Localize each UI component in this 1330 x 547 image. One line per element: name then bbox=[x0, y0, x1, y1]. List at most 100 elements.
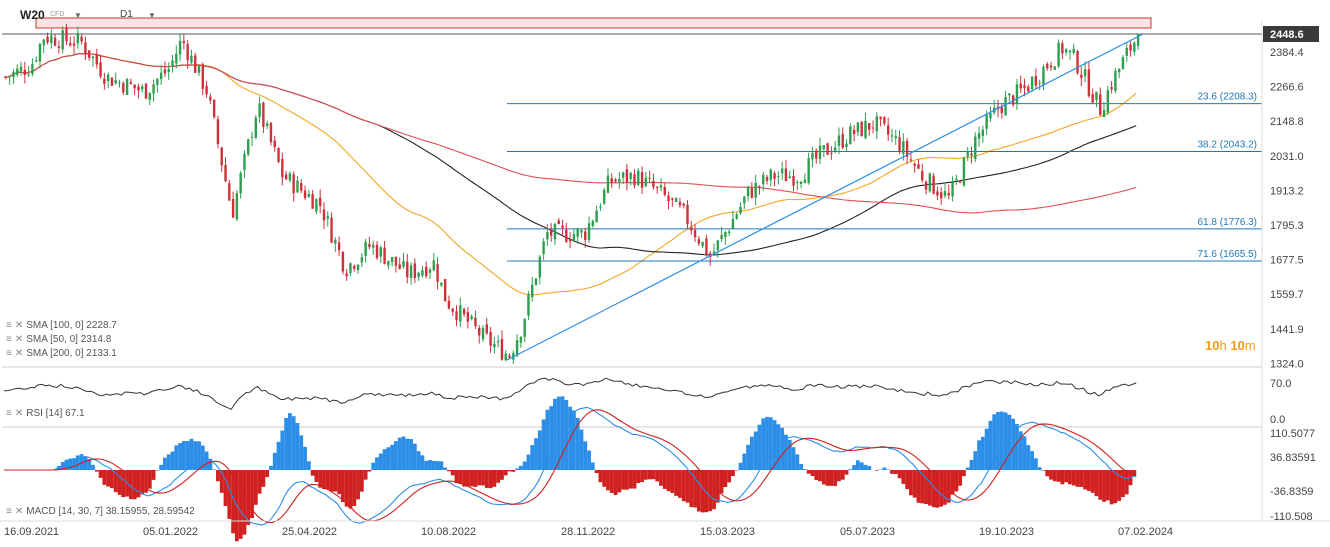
timeframe-label[interactable]: D1 bbox=[120, 9, 133, 20]
symbol-label[interactable]: W20 bbox=[20, 8, 45, 22]
macd-histogram-bar bbox=[276, 441, 281, 470]
candle-body bbox=[1061, 43, 1064, 54]
macd-histogram-bar bbox=[329, 470, 334, 492]
candle-body bbox=[974, 136, 977, 159]
candle-body bbox=[822, 145, 826, 150]
macd-histogram-bar bbox=[670, 470, 675, 493]
date-tick-label: 05.01.2022 bbox=[143, 526, 198, 538]
menu-icon[interactable]: ≡ bbox=[6, 408, 12, 419]
candle-body bbox=[303, 190, 307, 199]
macd-histogram-bar bbox=[208, 458, 213, 470]
candle-body bbox=[481, 327, 485, 340]
macd-histogram-bar bbox=[765, 416, 769, 470]
close-icon[interactable]: ✕ bbox=[14, 506, 24, 517]
macd-histogram-bar bbox=[367, 470, 372, 472]
candle-body bbox=[924, 181, 928, 190]
candle-body bbox=[656, 186, 659, 188]
macd-histogram-bar bbox=[469, 470, 474, 487]
macd-histogram-bar bbox=[651, 470, 656, 480]
macd-histogram-bar bbox=[965, 467, 970, 470]
trendline-line bbox=[506, 33, 1144, 361]
close-icon[interactable]: ✕ bbox=[14, 320, 24, 331]
macd-histogram-bar bbox=[465, 470, 470, 487]
timeframe-dropdown-icon[interactable]: ▼ bbox=[148, 11, 156, 20]
close-icon[interactable]: ✕ bbox=[14, 408, 24, 419]
macd-histogram-bar bbox=[890, 470, 894, 474]
candle-body bbox=[4, 76, 8, 78]
macd-histogram-bar bbox=[113, 470, 118, 493]
candle-body bbox=[674, 198, 678, 202]
candle-body bbox=[61, 30, 64, 50]
candle-body bbox=[811, 153, 814, 160]
close-icon[interactable]: ✕ bbox=[14, 348, 24, 359]
close-icon[interactable]: ✕ bbox=[14, 334, 24, 345]
candle-body bbox=[705, 238, 708, 256]
candle-body bbox=[341, 251, 345, 272]
macd-histogram-bar bbox=[496, 470, 501, 483]
candle-body bbox=[182, 41, 186, 44]
candle-body bbox=[515, 340, 519, 356]
indicator-sma200[interactable]: ≡ ✕ SMA [200, 0] 2133.1 bbox=[6, 348, 117, 359]
indicator-sma50[interactable]: ≡ ✕ SMA [50, 0] 2314.8 bbox=[6, 334, 111, 345]
macd-histogram-bar bbox=[159, 464, 164, 470]
candle-body bbox=[557, 220, 560, 224]
macd-histogram-bar bbox=[530, 445, 535, 470]
macd-histogram-bar bbox=[867, 465, 872, 470]
candle-body bbox=[716, 240, 719, 251]
candle-body bbox=[1004, 97, 1007, 116]
symbol-dropdown-icon[interactable]: ▼ bbox=[74, 11, 82, 20]
macd-histogram-bar bbox=[518, 465, 523, 470]
macd-histogram-bar bbox=[617, 470, 622, 493]
candle-body bbox=[103, 78, 106, 84]
indicator-sma100[interactable]: ≡ ✕ SMA [100, 0] 2228.7 bbox=[6, 320, 117, 331]
candle-body bbox=[152, 84, 155, 94]
macd-histogram-bar bbox=[553, 398, 557, 470]
indicator-macd[interactable]: ≡ ✕ MACD [14, 30, 7] 38.15955, 28.59542 bbox=[6, 506, 195, 517]
indicator-label: RSI [14] 67.1 bbox=[26, 408, 85, 419]
macd-histogram-bar bbox=[481, 470, 485, 486]
candle-body bbox=[947, 193, 950, 196]
candle-body bbox=[913, 163, 916, 166]
macd-histogram-bar bbox=[537, 430, 542, 470]
candle-body bbox=[53, 37, 57, 46]
candle-body bbox=[1133, 42, 1136, 52]
menu-icon[interactable]: ≡ bbox=[6, 334, 12, 345]
indicator-rsi[interactable]: ≡ ✕ RSI [14] 67.1 bbox=[6, 408, 85, 419]
candle-body bbox=[886, 125, 890, 135]
symbol-sub-label: CFD bbox=[50, 11, 65, 18]
menu-icon[interactable]: ≡ bbox=[6, 506, 12, 517]
candle-body bbox=[27, 74, 30, 76]
candle-body bbox=[443, 279, 447, 302]
candle-body bbox=[746, 186, 750, 197]
menu-icon[interactable]: ≡ bbox=[6, 348, 12, 359]
macd-histogram-bar bbox=[704, 470, 709, 513]
candle-body bbox=[197, 65, 201, 73]
candle-body bbox=[114, 79, 117, 84]
candle-body bbox=[720, 235, 723, 239]
candle-body bbox=[118, 82, 121, 84]
candle-body bbox=[527, 294, 530, 316]
candle-body bbox=[1110, 87, 1113, 90]
date-tick-label: 10.08.2022 bbox=[421, 526, 476, 538]
candle-body bbox=[91, 56, 95, 59]
menu-icon[interactable]: ≡ bbox=[6, 320, 12, 331]
candle-body bbox=[235, 193, 239, 220]
candle-body bbox=[243, 153, 246, 170]
candle-body bbox=[576, 228, 579, 237]
candle-body bbox=[871, 127, 875, 129]
macd-histogram-bar bbox=[409, 438, 413, 470]
macd-histogram-bar bbox=[833, 470, 838, 486]
macd-histogram-bar bbox=[295, 423, 300, 470]
candle-body bbox=[212, 99, 216, 118]
candle-body bbox=[962, 157, 966, 186]
candle-body bbox=[311, 194, 314, 209]
candle-body bbox=[921, 170, 924, 181]
macd-histogram-bar bbox=[484, 470, 489, 488]
trendline bbox=[506, 33, 1144, 361]
macd-histogram-bar bbox=[662, 470, 667, 489]
candle-body bbox=[379, 247, 382, 257]
macd-histogram-bar bbox=[874, 470, 879, 471]
macd-histogram-bar bbox=[121, 470, 126, 498]
candle-body bbox=[69, 43, 72, 46]
